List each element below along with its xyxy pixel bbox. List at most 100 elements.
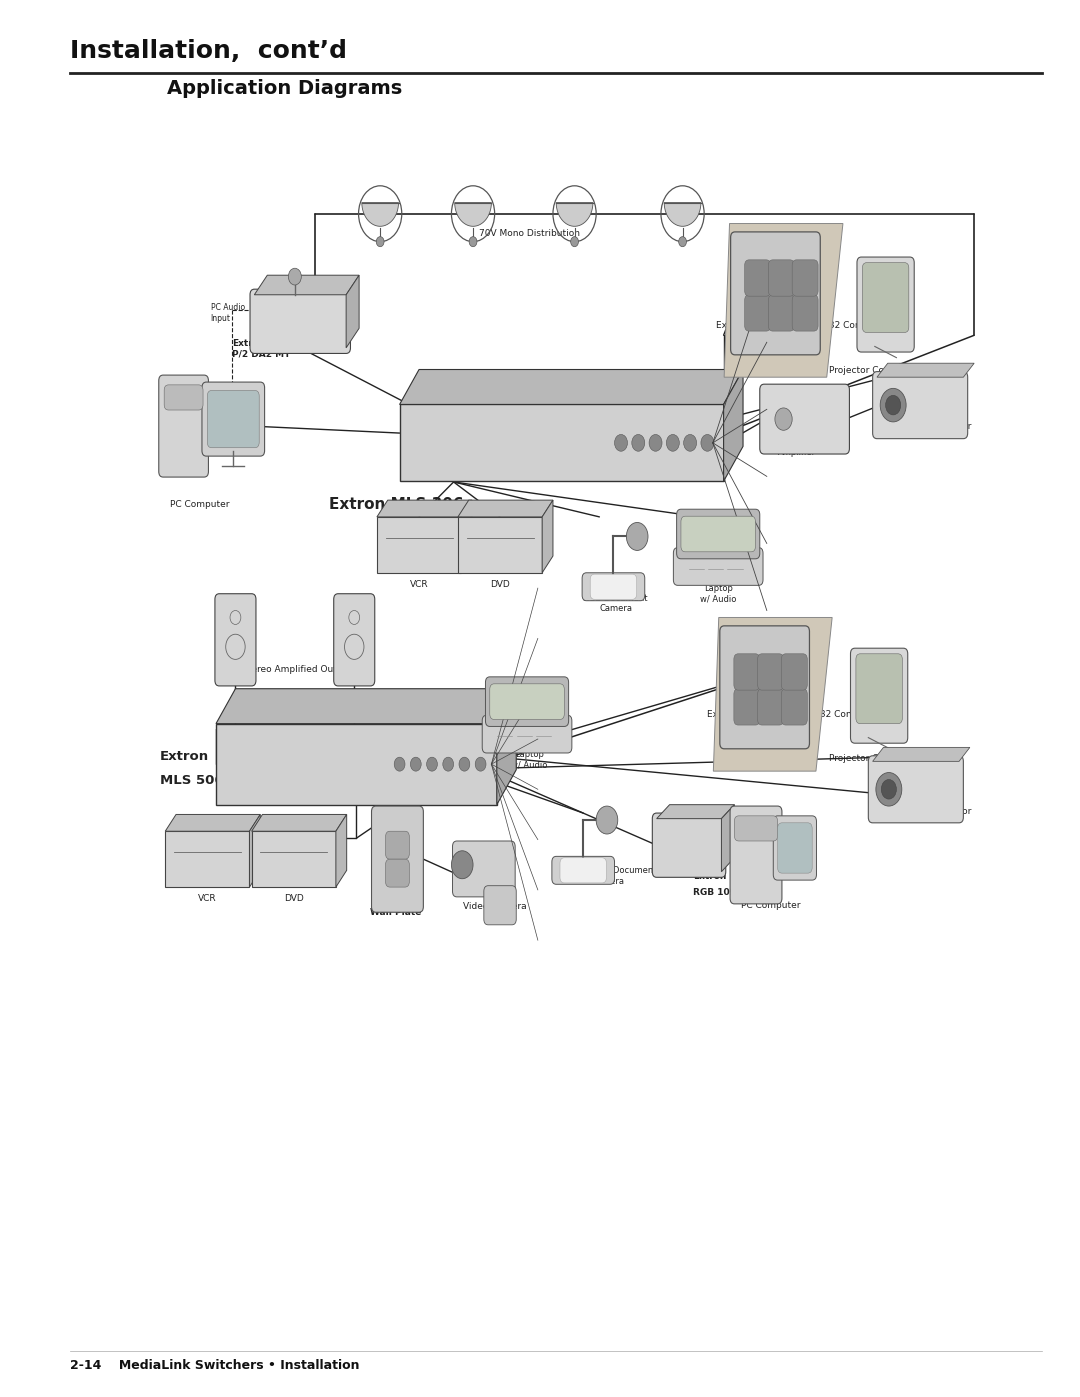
- Polygon shape: [657, 805, 734, 819]
- FancyBboxPatch shape: [591, 574, 637, 599]
- Circle shape: [775, 408, 793, 430]
- Polygon shape: [377, 517, 461, 573]
- Circle shape: [880, 388, 906, 422]
- FancyBboxPatch shape: [719, 626, 810, 749]
- Polygon shape: [165, 814, 260, 831]
- FancyBboxPatch shape: [484, 886, 516, 925]
- FancyBboxPatch shape: [778, 823, 812, 873]
- Text: 2-14    MediaLink Switchers • Installation: 2-14 MediaLink Switchers • Installation: [70, 1359, 360, 1372]
- Text: DVD: DVD: [490, 580, 510, 588]
- FancyBboxPatch shape: [868, 756, 963, 823]
- Polygon shape: [252, 814, 347, 831]
- FancyBboxPatch shape: [453, 841, 515, 897]
- Text: RGB Document
Camera: RGB Document Camera: [583, 594, 648, 613]
- Polygon shape: [713, 617, 832, 771]
- Text: Stereo Amplified Output: Stereo Amplified Output: [242, 665, 352, 673]
- Polygon shape: [346, 275, 359, 348]
- Text: Projector Control: Projector Control: [829, 366, 905, 374]
- Circle shape: [649, 434, 662, 451]
- Polygon shape: [724, 369, 743, 481]
- Polygon shape: [255, 275, 359, 295]
- FancyBboxPatch shape: [372, 806, 423, 912]
- Polygon shape: [724, 224, 842, 377]
- Polygon shape: [721, 805, 734, 872]
- Circle shape: [443, 757, 454, 771]
- Circle shape: [570, 236, 579, 247]
- FancyBboxPatch shape: [159, 374, 208, 478]
- Text: Projector: Projector: [931, 807, 971, 816]
- FancyBboxPatch shape: [855, 654, 903, 724]
- FancyBboxPatch shape: [386, 831, 409, 859]
- Circle shape: [881, 780, 896, 799]
- FancyBboxPatch shape: [734, 689, 760, 725]
- Text: Installation,  cont’d: Installation, cont’d: [70, 39, 347, 63]
- Circle shape: [376, 236, 384, 247]
- Polygon shape: [252, 831, 336, 887]
- FancyBboxPatch shape: [207, 391, 259, 447]
- Circle shape: [410, 757, 421, 771]
- Polygon shape: [249, 814, 260, 887]
- Polygon shape: [556, 203, 593, 226]
- Circle shape: [469, 236, 477, 247]
- FancyBboxPatch shape: [769, 295, 795, 331]
- Text: Extron: Extron: [693, 872, 727, 880]
- FancyBboxPatch shape: [782, 654, 808, 690]
- Text: Laptop
w/ Audio: Laptop w/ Audio: [700, 584, 737, 604]
- Text: Extron
P/2 DA2 MT: Extron P/2 DA2 MT: [232, 339, 291, 359]
- FancyBboxPatch shape: [681, 517, 756, 552]
- Text: PC Computer: PC Computer: [170, 500, 230, 509]
- FancyBboxPatch shape: [490, 685, 564, 719]
- Polygon shape: [336, 814, 347, 887]
- Polygon shape: [542, 500, 553, 573]
- Text: PC Computer: PC Computer: [741, 901, 801, 909]
- FancyBboxPatch shape: [677, 510, 760, 559]
- FancyBboxPatch shape: [782, 689, 808, 725]
- FancyBboxPatch shape: [793, 295, 819, 331]
- Polygon shape: [497, 689, 516, 805]
- FancyBboxPatch shape: [483, 715, 572, 753]
- Circle shape: [876, 773, 902, 806]
- Text: Extron MLC 206  or  RS-232 Control: Extron MLC 206 or RS-232 Control: [707, 710, 867, 718]
- Polygon shape: [216, 724, 497, 805]
- Circle shape: [288, 268, 301, 285]
- FancyBboxPatch shape: [674, 548, 762, 585]
- Circle shape: [632, 434, 645, 451]
- Text: Wall Plate: Wall Plate: [369, 908, 421, 916]
- FancyBboxPatch shape: [760, 384, 849, 454]
- FancyBboxPatch shape: [862, 263, 909, 332]
- Text: RGB 109xi: RGB 109xi: [693, 888, 745, 897]
- Polygon shape: [461, 500, 472, 573]
- FancyBboxPatch shape: [769, 260, 795, 296]
- FancyBboxPatch shape: [730, 232, 821, 355]
- FancyBboxPatch shape: [251, 289, 351, 353]
- Circle shape: [427, 757, 437, 771]
- Polygon shape: [400, 405, 724, 481]
- Polygon shape: [455, 203, 491, 226]
- Circle shape: [615, 434, 627, 451]
- Polygon shape: [400, 369, 743, 405]
- Text: MLS 506SA: MLS 506SA: [160, 774, 243, 787]
- Polygon shape: [458, 500, 553, 517]
- Circle shape: [459, 757, 470, 771]
- Polygon shape: [664, 203, 701, 226]
- FancyBboxPatch shape: [734, 816, 778, 841]
- FancyBboxPatch shape: [851, 648, 907, 743]
- Text: VCR: VCR: [198, 894, 217, 902]
- Text: RGB Document
Camera: RGB Document Camera: [592, 866, 657, 886]
- Circle shape: [886, 395, 901, 415]
- FancyBboxPatch shape: [793, 260, 819, 296]
- Polygon shape: [216, 689, 516, 724]
- Polygon shape: [873, 747, 970, 761]
- Text: Extron MLS 306: Extron MLS 306: [329, 497, 464, 513]
- Circle shape: [596, 806, 618, 834]
- FancyBboxPatch shape: [486, 678, 569, 726]
- FancyBboxPatch shape: [873, 372, 968, 439]
- Circle shape: [626, 522, 648, 550]
- FancyBboxPatch shape: [552, 856, 615, 884]
- FancyBboxPatch shape: [202, 381, 265, 455]
- FancyBboxPatch shape: [745, 295, 771, 331]
- Polygon shape: [877, 363, 974, 377]
- FancyBboxPatch shape: [215, 594, 256, 686]
- FancyBboxPatch shape: [734, 654, 760, 690]
- FancyBboxPatch shape: [858, 257, 914, 352]
